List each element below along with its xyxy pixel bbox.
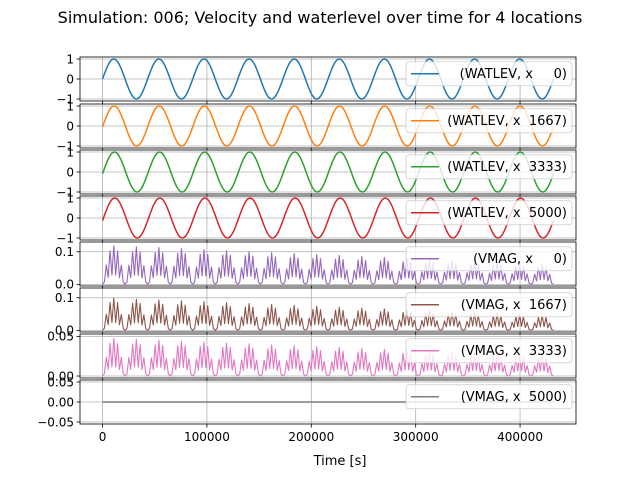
axes-frame <box>79 333 577 379</box>
x-tick-label: 300000 <box>393 430 439 444</box>
x-axis-label: Time [s] <box>313 454 367 469</box>
y-tick-label: 0 <box>66 165 74 179</box>
y-tick-label: 0.1 <box>55 245 74 259</box>
chart-title: Simulation: 006; Velocity and waterlevel… <box>57 8 583 27</box>
x-tick-label: 200000 <box>288 430 334 444</box>
y-tick-label: 1 <box>66 52 74 66</box>
y-tick-label: 0.05 <box>47 375 74 389</box>
series-line-3 <box>101 151 555 193</box>
legend-label: (VMAG, x 1667) <box>461 298 567 313</box>
x-tick-label: 0 <box>99 430 107 444</box>
legend-label: (VMAG, x 3333) <box>461 344 567 359</box>
y-tick-label: 1 <box>66 191 74 205</box>
legend-box <box>405 108 573 134</box>
legend-label: (VMAG, x 0) <box>473 252 567 267</box>
legend-label: (WATLEV, x 5000) <box>447 206 567 221</box>
legend-box <box>405 154 573 180</box>
x-tick-label: 400000 <box>497 430 543 444</box>
y-tick-label: −1 <box>56 185 74 199</box>
legend-box <box>405 384 573 410</box>
y-tick-label: −0.05 <box>37 415 74 429</box>
y-tick-label: 0.00 <box>47 395 74 409</box>
legend-label: (WATLEV, x 1667) <box>447 114 567 129</box>
axes-frame <box>79 241 577 287</box>
legend-box <box>405 246 573 272</box>
y-tick-label: −1 <box>56 139 74 153</box>
y-tick-label: 0.00 <box>47 369 74 383</box>
y-tick-label: 0 <box>66 119 74 133</box>
series-line-2 <box>101 105 555 147</box>
legend-box <box>405 338 573 364</box>
y-tick-label: 0 <box>66 72 74 86</box>
y-tick-label: 0.05 <box>47 330 74 344</box>
y-tick-label: 0.0 <box>55 324 74 338</box>
y-tick-label: 1 <box>66 145 74 159</box>
y-tick-label: 0 <box>66 211 74 225</box>
legend-label: (VMAG, x 5000) <box>461 390 567 405</box>
axes-frame <box>79 287 577 333</box>
y-tick-label: −1 <box>56 231 74 245</box>
y-tick-label: −1 <box>56 92 74 106</box>
y-tick-label: 0.0 <box>55 278 74 292</box>
legend-box <box>405 61 573 87</box>
y-tick-label: 1 <box>66 99 74 113</box>
series-line-4 <box>101 197 555 239</box>
x-tick-label: 100000 <box>184 430 230 444</box>
legend-box <box>405 292 573 318</box>
legend-box <box>405 200 573 226</box>
legend-label: (WATLEV, x 3333) <box>447 160 567 175</box>
legend-label: (WATLEV, x 0) <box>460 67 567 82</box>
y-tick-label: 0.1 <box>55 291 74 305</box>
